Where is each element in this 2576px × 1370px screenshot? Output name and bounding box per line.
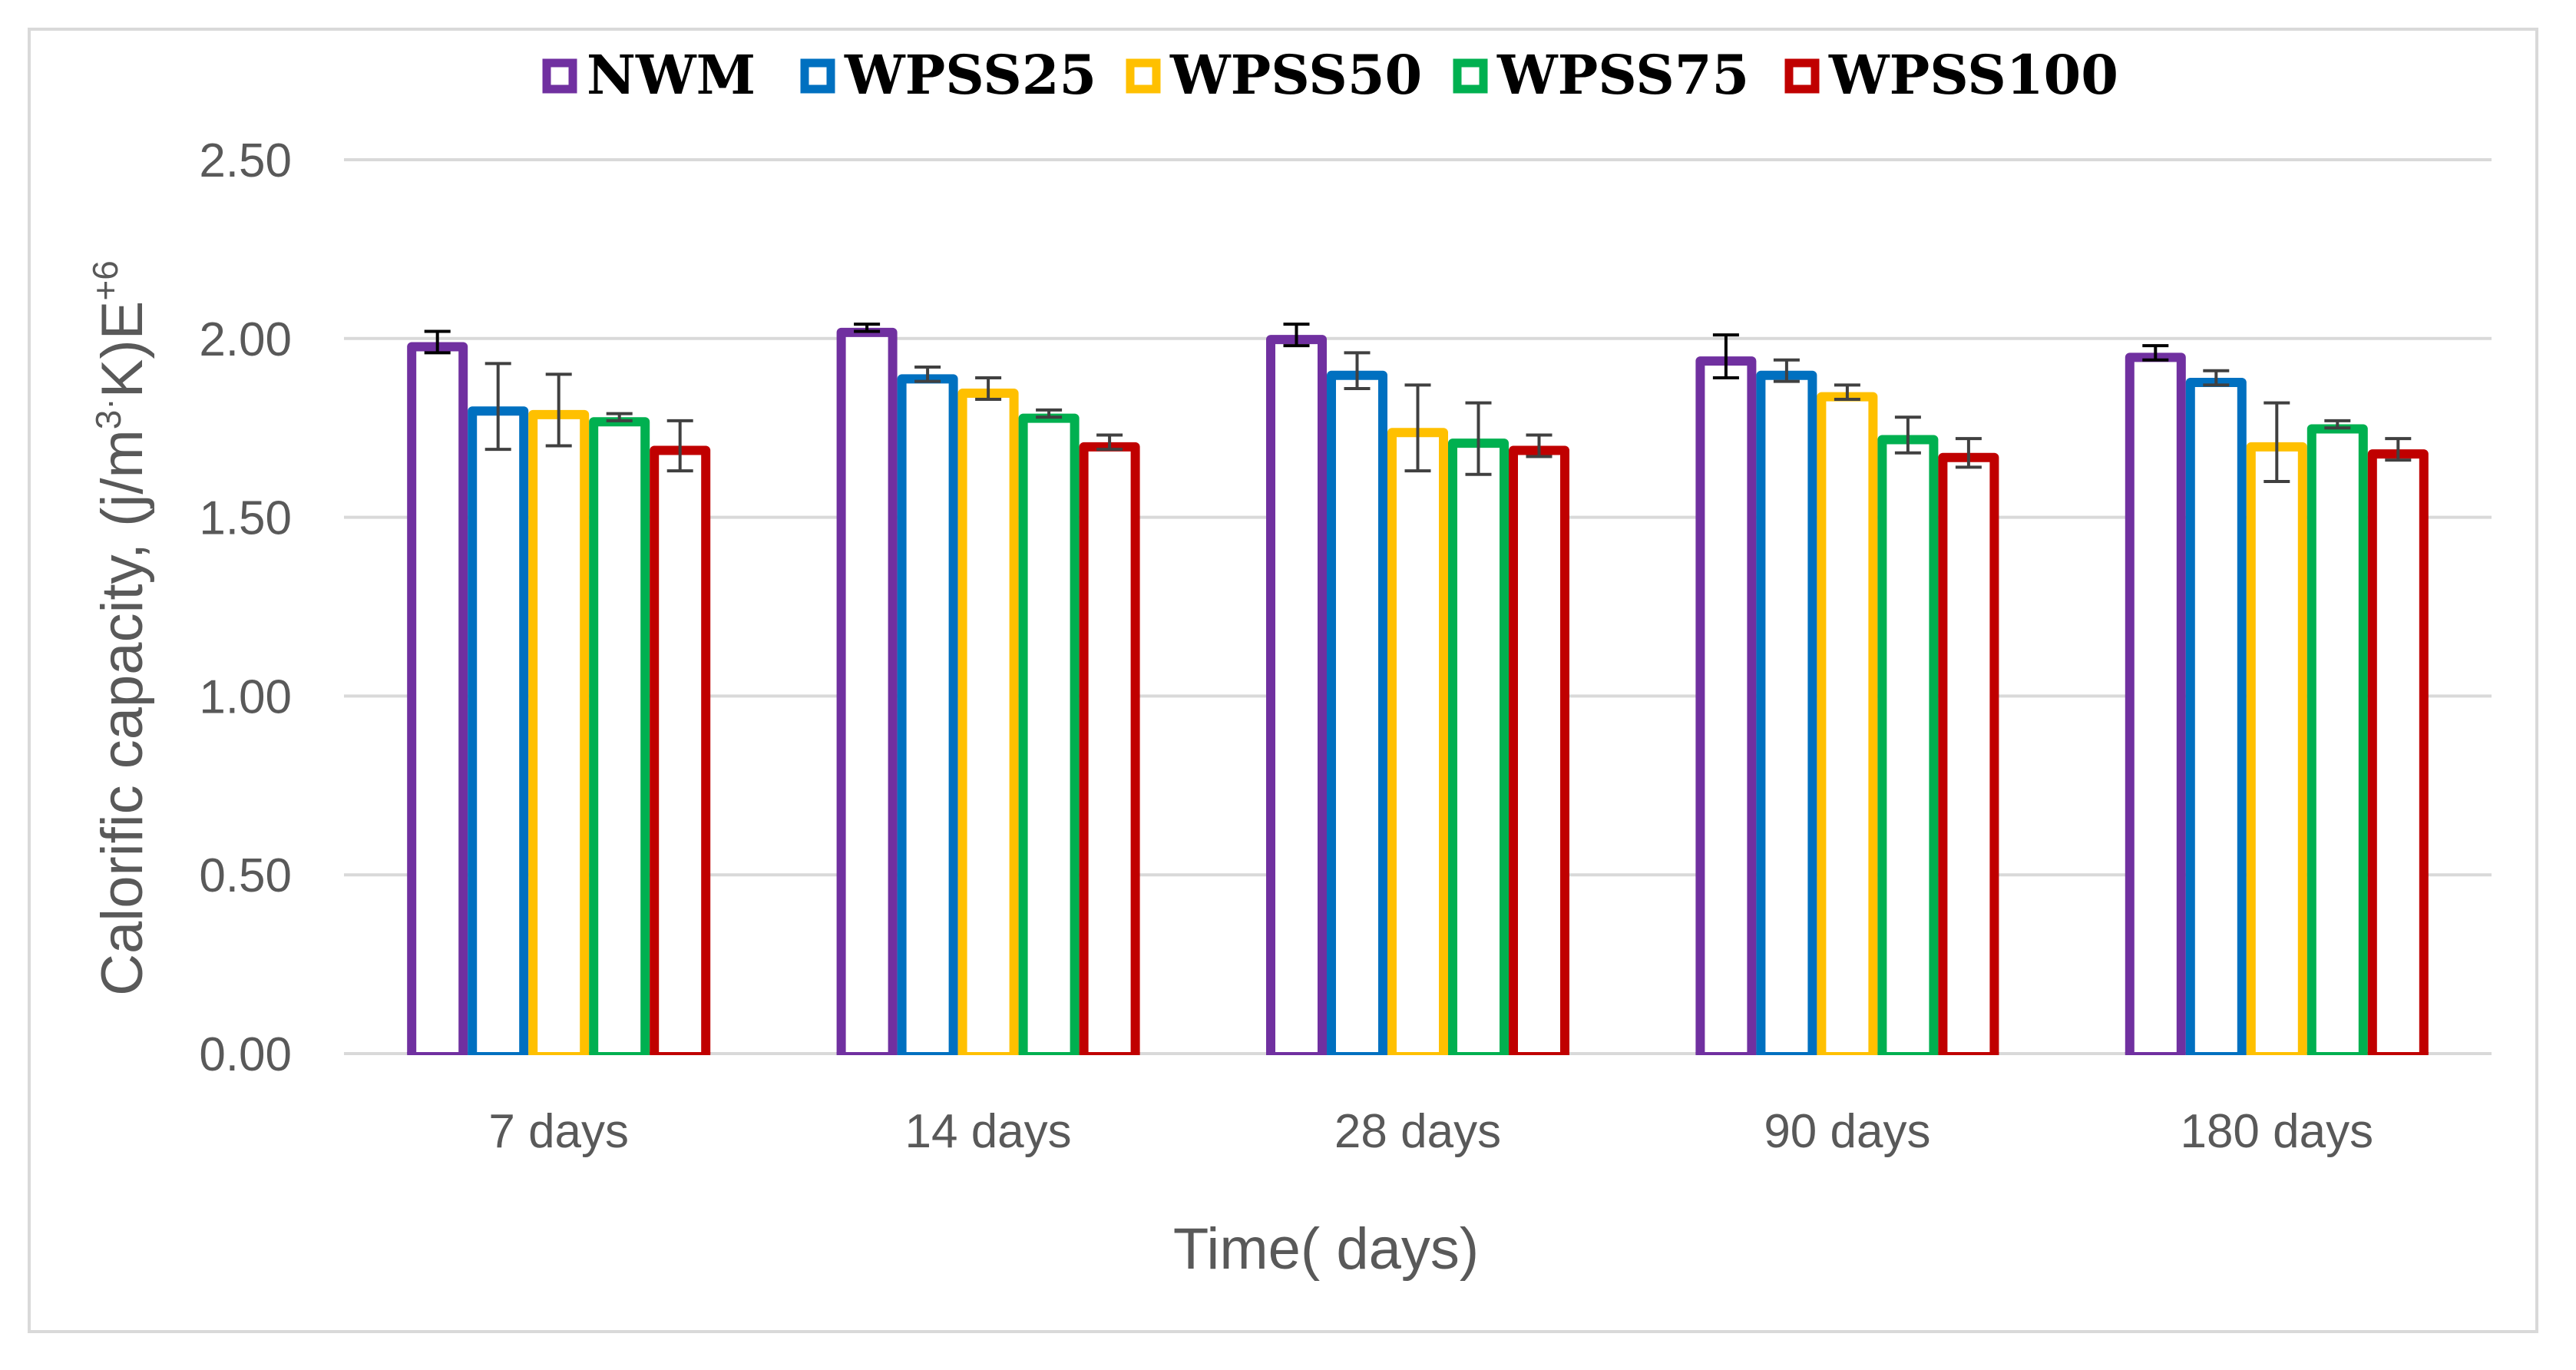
y-tick-label: 1.50 xyxy=(199,492,292,545)
bar xyxy=(1327,370,1387,1054)
y-axis-title-mid: K)E xyxy=(90,301,155,399)
bar xyxy=(2306,424,2368,1054)
bar xyxy=(897,374,958,1054)
bar xyxy=(1817,392,1878,1054)
bar xyxy=(1938,452,1999,1054)
bar xyxy=(1079,442,1140,1054)
bar xyxy=(2125,352,2186,1054)
x-tick-labels: 7 days 14 days 28 days 90 days 180 days xyxy=(488,1105,2373,1158)
y-axis-title-sup-2: +6 xyxy=(85,260,125,300)
y-tick-labels: 0.00 0.50 1.00 1.50 2.00 2.50 xyxy=(199,134,292,1081)
x-tick-label: 28 days xyxy=(1334,1105,1501,1158)
x-axis-title: Time( days) xyxy=(1173,1216,1479,1282)
y-tick-label: 1.00 xyxy=(199,670,292,723)
x-tick-label: 7 days xyxy=(488,1105,629,1158)
y-axis-title-main: Calorific capacity, (j/m xyxy=(90,429,155,996)
legend-label: WPSS75 xyxy=(1496,43,1749,107)
bar xyxy=(2367,449,2429,1054)
legend-label: WPSS100 xyxy=(1828,43,2118,107)
bar xyxy=(1387,428,1448,1054)
x-tick-label: 90 days xyxy=(1764,1105,1930,1158)
legend-swatch xyxy=(1784,58,1820,94)
x-tick-label: 180 days xyxy=(2180,1105,2373,1158)
bar xyxy=(1756,370,1817,1054)
y-tick-label: 0.50 xyxy=(199,849,292,902)
y-tick-label: 2.50 xyxy=(199,134,292,187)
bar xyxy=(650,445,711,1054)
legend: NWM WPSS25 WPSS50 WPSS75 WPSS100 xyxy=(542,43,2118,107)
bar xyxy=(836,327,898,1054)
legend-label: WPSS25 xyxy=(844,43,1096,107)
x-tick-label: 14 days xyxy=(905,1105,1072,1158)
y-tick-label: 0.00 xyxy=(199,1028,292,1081)
legend-swatch xyxy=(1453,58,1488,94)
y-tick-label: 2.00 xyxy=(199,313,292,366)
legend-swatch xyxy=(1126,58,1161,94)
bar xyxy=(1018,413,1080,1054)
bar xyxy=(407,342,468,1054)
y-axis-title: Calorific capacity, (j/m3·K)E+6 xyxy=(85,260,155,996)
error-bars xyxy=(424,323,2412,484)
bar xyxy=(1266,335,1327,1054)
bar xyxy=(589,417,650,1054)
bar xyxy=(1695,356,1757,1054)
legend-label: WPSS50 xyxy=(1169,43,1422,107)
bar xyxy=(528,409,590,1054)
y-axis-title-dot: · xyxy=(88,398,128,409)
y-axis-title-sup-1: 3 xyxy=(88,410,128,430)
legend-label: NWM xyxy=(587,43,756,107)
bar xyxy=(1448,438,1509,1054)
bar xyxy=(1877,435,1939,1054)
bar xyxy=(2185,378,2247,1054)
bar xyxy=(468,406,529,1054)
bar xyxy=(2246,442,2307,1054)
legend-swatch xyxy=(800,58,835,94)
legend-swatch xyxy=(542,58,577,94)
bar xyxy=(1509,445,1569,1054)
bar xyxy=(957,388,1019,1054)
